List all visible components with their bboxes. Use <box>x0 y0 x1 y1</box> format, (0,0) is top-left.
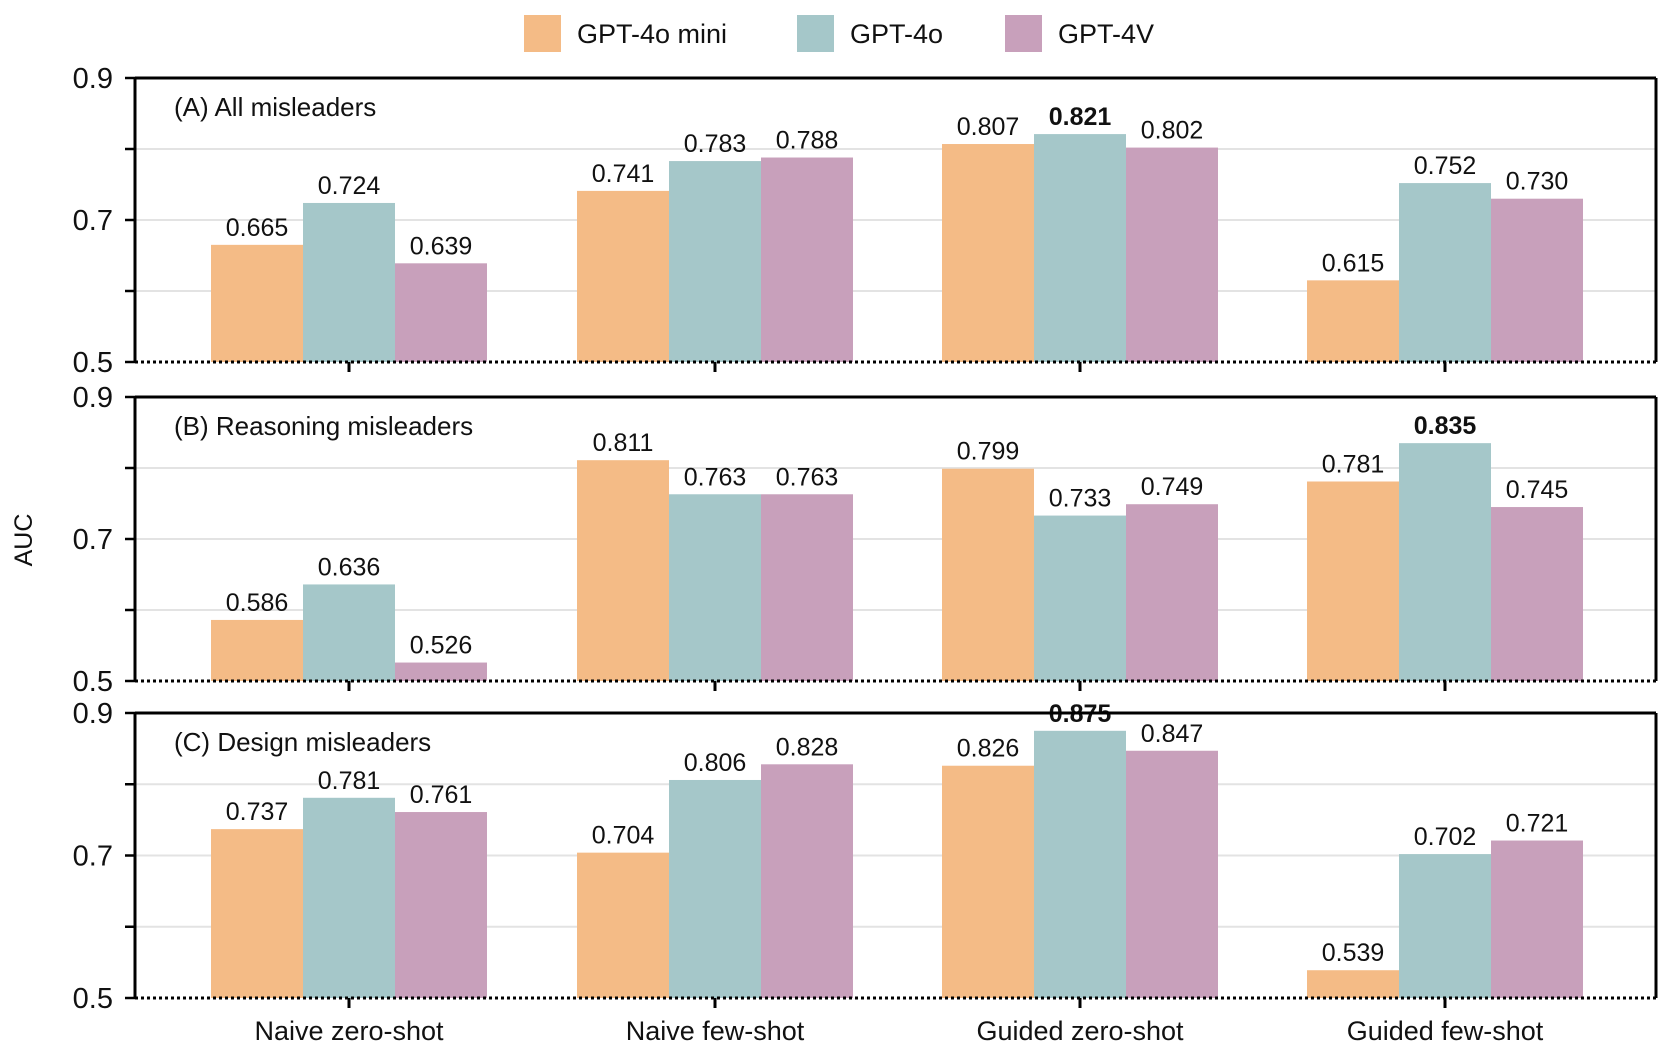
legend-label-gpt-4v: GPT-4V <box>1058 19 1154 49</box>
panel-a-bar-gpt-4v-naive-few-shot <box>761 157 853 362</box>
panel-b-bar-gpt-4v-naive-few-shot <box>761 494 853 681</box>
panel-c-bar-gpt-4v-naive-few-shot <box>761 764 853 998</box>
panel-b-bar-gpt-4o-mini-guided-few-shot <box>1307 481 1399 681</box>
panel-b-bar-gpt-4v-naive-zero-shot <box>395 662 487 681</box>
panel-a-title: (A) All misleaders <box>174 92 376 122</box>
panel-b-value-label: 0.733 <box>1049 485 1112 513</box>
panel-c-bar-gpt-4o-mini-naive-zero-shot <box>211 829 303 998</box>
panel-b-value-label: 0.745 <box>1506 476 1569 504</box>
panel-b-bar-gpt-4o-guided-zero-shot <box>1034 515 1126 681</box>
panel-c-value-label: 0.761 <box>410 781 473 809</box>
panel-b-bar-gpt-4v-guided-few-shot <box>1491 507 1583 681</box>
panel-b-value-label: 0.811 <box>593 429 654 457</box>
panel-a-y-tick-label: 0.5 <box>73 347 113 379</box>
panel-a-value-label: 0.788 <box>776 127 839 155</box>
x-tick-label-guided-zero-shot: Guided zero-shot <box>976 1016 1184 1046</box>
panel-a-value-label: 0.724 <box>318 172 381 200</box>
panel-b-y-tick-label: 0.7 <box>73 524 113 556</box>
panel-b-bar-gpt-4o-naive-few-shot <box>669 494 761 681</box>
panel-c-value-label: 0.847 <box>1141 720 1204 748</box>
panel-a-bar-gpt-4o-mini-guided-zero-shot <box>942 144 1034 362</box>
panel-c-value-label: 0.828 <box>776 733 839 761</box>
panel-a-value-label: 0.665 <box>226 214 289 242</box>
panel-c-bar-gpt-4o-naive-zero-shot <box>303 797 395 998</box>
panel-b-bar-gpt-4o-mini-naive-zero-shot <box>211 619 303 681</box>
legend-swatch-gpt-4o <box>797 15 834 52</box>
panel-b-title: (B) Reasoning misleaders <box>174 411 473 441</box>
panel-c-y-tick-label: 0.9 <box>73 698 113 730</box>
panel-c-y-tick-label: 0.7 <box>73 841 113 873</box>
y-axis-title: AUC <box>10 514 38 567</box>
panel-c-title: (C) Design misleaders <box>174 727 431 757</box>
panel-c-value-label: 0.702 <box>1414 823 1477 851</box>
panel-a-bar-gpt-4o-mini-guided-few-shot <box>1307 280 1399 362</box>
x-tick-label-guided-few-shot: Guided few-shot <box>1347 1016 1544 1046</box>
panel-a-y-tick-label: 0.7 <box>73 205 113 237</box>
panel-b-value-label: 0.781 <box>1322 450 1385 478</box>
panel-b-value-label: 0.763 <box>776 463 839 491</box>
legend-swatch-gpt-4v <box>1005 15 1042 52</box>
panel-c-bar-gpt-4o-mini-guided-zero-shot <box>942 765 1034 998</box>
panel-a-bar-gpt-4o-naive-few-shot <box>669 161 761 362</box>
panel-c-value-label: 0.781 <box>318 767 381 795</box>
panel-b-value-label: 0.749 <box>1141 473 1204 501</box>
x-tick-label-naive-zero-shot: Naive zero-shot <box>254 1016 444 1046</box>
panel-c-bar-gpt-4o-guided-few-shot <box>1399 854 1491 998</box>
panel-a-bar-gpt-4o-guided-few-shot <box>1399 183 1491 362</box>
panel-a-value-label: 0.741 <box>592 160 655 188</box>
panel-b-value-label: 0.526 <box>410 632 473 660</box>
panel-a-value-label: 0.639 <box>410 232 473 260</box>
panel-b-bar-gpt-4v-guided-zero-shot <box>1126 504 1218 681</box>
panel-a-bar-gpt-4o-naive-zero-shot <box>303 202 395 362</box>
panel-a-value-label: 0.752 <box>1414 152 1477 180</box>
panel-c-value-label: 0.539 <box>1322 939 1385 967</box>
x-tick-label-naive-few-shot: Naive few-shot <box>626 1016 805 1046</box>
panel-c-bar-gpt-4o-guided-zero-shot <box>1034 730 1126 998</box>
panel-b-value-label: 0.799 <box>957 438 1020 466</box>
panel-b-bar-gpt-4o-guided-few-shot <box>1399 443 1491 681</box>
panel-c-bar-gpt-4o-mini-naive-few-shot <box>577 852 669 998</box>
panel-c-bar-gpt-4v-naive-zero-shot <box>395 812 487 998</box>
panel-c-value-label: 0.826 <box>957 735 1020 763</box>
panel-a-bar-gpt-4v-guided-zero-shot <box>1126 147 1218 362</box>
panel-c-bar-gpt-4v-guided-few-shot <box>1491 840 1583 998</box>
panel-a-bar-gpt-4o-guided-zero-shot <box>1034 134 1126 362</box>
legend-label-gpt-4o-mini: GPT-4o mini <box>577 19 727 49</box>
panel-c-value-label: 0.704 <box>592 822 655 850</box>
panel-a-bar-gpt-4v-guided-few-shot <box>1491 198 1583 362</box>
panel-a-value-label: 0.802 <box>1141 117 1204 145</box>
panel-a-value-label: 0.821 <box>1049 103 1112 131</box>
panel-c-value-label: 0.806 <box>684 749 747 777</box>
panel-a-bar-gpt-4o-mini-naive-zero-shot <box>211 244 303 362</box>
panel-c-value-label: 0.737 <box>226 798 289 826</box>
legend-label-gpt-4o: GPT-4o <box>850 19 943 49</box>
panel-a-value-label: 0.807 <box>957 113 1020 141</box>
panel-c-bar-gpt-4o-naive-few-shot <box>669 779 761 998</box>
panel-a-bar-gpt-4v-naive-zero-shot <box>395 263 487 362</box>
panel-a-bar-gpt-4o-mini-naive-few-shot <box>577 190 669 362</box>
panel-a-value-label: 0.730 <box>1506 168 1569 196</box>
panel-a-value-label: 0.615 <box>1322 249 1385 277</box>
panel-b-value-label: 0.636 <box>318 553 381 581</box>
panel-c-bar-gpt-4v-guided-zero-shot <box>1126 750 1218 998</box>
panel-b-y-tick-label: 0.9 <box>73 382 113 414</box>
panel-b-y-tick-label: 0.5 <box>73 666 113 698</box>
panel-c-bar-gpt-4o-mini-guided-few-shot <box>1307 970 1399 998</box>
panel-a-y-tick-label: 0.9 <box>73 63 113 95</box>
panel-b-bar-gpt-4o-mini-naive-few-shot <box>577 460 669 681</box>
panel-c-y-tick-label: 0.5 <box>73 983 113 1015</box>
panel-b-value-label: 0.763 <box>684 463 747 491</box>
panel-b-bar-gpt-4o-mini-guided-zero-shot <box>942 468 1034 681</box>
legend-swatch-gpt-4o-mini <box>524 15 561 52</box>
panel-b-value-label: 0.835 <box>1414 412 1477 440</box>
panel-a-value-label: 0.783 <box>684 130 747 158</box>
panel-b-bar-gpt-4o-naive-zero-shot <box>303 584 395 681</box>
panel-c-value-label: 0.721 <box>1506 810 1569 838</box>
panel-b-value-label: 0.586 <box>226 589 289 617</box>
